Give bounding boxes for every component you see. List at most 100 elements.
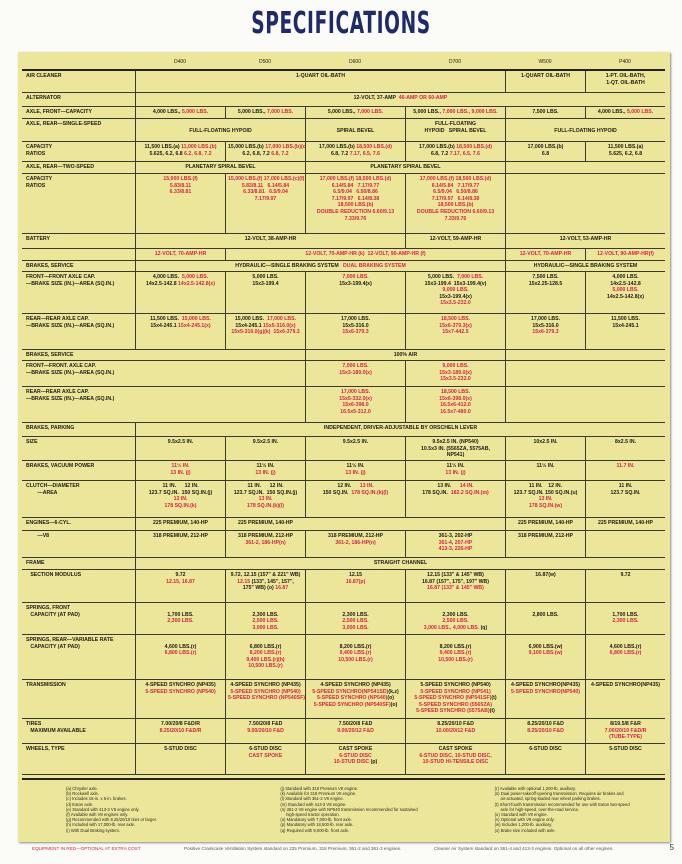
standard-value: 150 SQ.IN. — [322, 489, 352, 496]
optional-value: 13 IN. (j) — [445, 469, 466, 476]
spec-cell: 4,600 LBS.(r) 6,800 LBS.(r) — [585, 635, 665, 679]
spec-cell — [585, 531, 665, 557]
row-label: TRANSMISSION — [22, 680, 135, 718]
standard-value: 7.50/20/8 F&D — [248, 721, 283, 727]
spec-line: 11,500 LBS.(a) — [588, 144, 663, 151]
spec-line: 1-QUART OIL-BATH — [138, 73, 503, 80]
standard-value: 9.5x2.5 IN. — [252, 439, 279, 445]
optional-value: 5-SPEED SYNCHRO (5575AB) — [416, 708, 490, 715]
spec-line — [588, 533, 663, 540]
spec-line: 7.33/9.76 — [408, 216, 503, 223]
spec-line: 10-STUD HI-TENSILE DISC — [408, 759, 503, 766]
standard-value: 17,000 LBS.(b) — [527, 144, 564, 150]
standard-value: 14x2.5-142.8 — [146, 280, 179, 287]
spec-line: 15x3.5-232.0 — [408, 376, 503, 383]
row-label-line: SECTION MODULUS — [26, 572, 82, 578]
optional-value: 17,000 LBS. — [340, 389, 371, 395]
spec-line: 2,500 LBS. — [228, 618, 303, 625]
spec-cell: 6,800 LBS.(r) 8,200 LBS.(r) 9,400 LBS.(r)(… — [225, 635, 305, 679]
spec-line: 13 IN. (j) — [308, 470, 403, 477]
spec-row: TIRES MAXIMUM AVAILABLE 7.00/20/8 F&D/R 8.… — [22, 719, 665, 744]
optional-value: 7,000 LBS. — [356, 109, 384, 115]
footnote: air-actuated, spring-loaded rear wheel p… — [494, 796, 601, 802]
optional-value: 7.17/9.97 6.14/8.38 — [331, 195, 380, 202]
footnote: (o) Mandatory with 7,000-lb. front axle. — [280, 817, 353, 823]
optional-value: 6.5/9.04 6.50/8.86 — [433, 189, 478, 196]
standard-value: 1,700 LBS. — [612, 611, 639, 618]
optional-value: 7.33/9.76 — [344, 215, 367, 222]
spec-line: 18,500 LBS.(b) — [408, 202, 503, 209]
standard-value: 15x2.25-128.5 — [528, 280, 563, 287]
spec-table: D400 D500 D600 D700 W500 P400 AIR CLEANER 1-QUA… — [22, 55, 665, 775]
standard-value — [355, 605, 356, 611]
spec-line: 10.00/20/12 F&D — [408, 728, 503, 735]
spec-line: 10-STUD DISC (p) — [308, 759, 403, 766]
spec-row: AXLE, REAR—TWO-SPEED PLANETARY SPIRAL BEV… — [22, 162, 665, 174]
spec-line: 12-VOLT, 70-AMP-HR — [138, 251, 223, 258]
spec-line: CAST SPOKE — [408, 746, 503, 753]
footnote: (a) Chrysler axle. — [66, 786, 98, 791]
spec-line: CAST SPOKE — [308, 746, 403, 753]
standard-value: 10x2.5 IN. — [533, 439, 558, 445]
spec-cell: 4,000 LBS. 14x2.5-142.8 5,000 LBS. 14x2.5-1… — [585, 272, 665, 313]
spec-cell: 4-SPEED SYNCHRO(NP435) 5-SPEED SYNCHRO(NP… — [505, 680, 585, 718]
spec-line: 8,200 LBS.(r) — [228, 650, 303, 657]
standard-value: 11,500 LBS. — [150, 316, 182, 322]
row-label-line: BRAKES, VACUUM POWER — [26, 463, 95, 469]
standard-value: STRAIGHT CHANNEL — [373, 560, 428, 566]
spec-row: BRAKES, PARKING INDEPENDENT, DRIVER-ADJUS… — [22, 423, 665, 437]
spec-row: 12-VOLT, 70-AMP-HR 12-VOLT, 70-AMP-HR (k)… — [22, 249, 665, 261]
spec-line: FULL-FLOATING HYPOID — [138, 128, 303, 135]
spec-cell: 17,000 LBS. 15x5-316.0 15x6-379.3 — [505, 314, 585, 349]
spec-line: 2,300 LBS. — [308, 612, 403, 619]
spec-cell: 17,000 LBS. 15x5-332.0(x) 15x6-398.0 16.5x5… — [305, 387, 405, 422]
optional-value: 15x6-398.0(x) — [439, 395, 472, 402]
spec-line: 5-SPEED SYNCHRO (NP541) — [408, 689, 503, 696]
optional-value: 14x2.5-142.8(x) — [178, 280, 215, 287]
row-label-line: ENGINES—6-CYL. — [26, 520, 71, 526]
spec-line: 6.2, 6.8, 7.2 6.8, 7.2 — [228, 151, 303, 158]
spec-cell: SPIRAL BEVEL — [305, 119, 405, 141]
standard-value: 6-STUD DISC — [529, 746, 562, 752]
spec-line: 15x5-316.0 — [508, 323, 583, 330]
optional-value: 5-SPEED SYNCHRO (NP540) — [317, 695, 388, 702]
spec-line: 15x3-199.4 15x3-199.4(v) — [408, 281, 503, 288]
spec-line: 178 SQ.IN.(w) — [508, 503, 583, 510]
standard-value: (o) — [390, 701, 398, 708]
footnote: (g) Recommended with 8.25/20/10 tires or… — [66, 817, 158, 823]
spec-line: 18,500 LBS. — [408, 389, 503, 396]
spec-line: 6-STUD DISC — [308, 753, 403, 760]
spec-cell: 361-3, 202-HP 361-4, 207-HP 413-3, 226-HP — [405, 531, 505, 557]
standard-value: 12.15 — [349, 572, 362, 578]
spec-line: 4,600 LBS.(r) — [588, 644, 663, 651]
standard-value: 17,000 LBS. — [340, 316, 371, 322]
spec-line: 18,500 LBS. — [408, 316, 503, 323]
spec-line: 6.33/8.81 — [138, 189, 223, 196]
spec-cell: 8,200 LBS.(r) 9,400 LBS.(r) 10,500 LBS.(r) — [405, 635, 505, 679]
standard-value: 15,000 LBS. — [234, 316, 267, 322]
standard-value: 4-SPEED SYNCHRO (NP435) — [145, 682, 216, 688]
standard-value: HYDRAULIC—SINGLE BRAKING SYSTEM — [235, 263, 344, 269]
standard-value: 8.25/20/10 F&D — [527, 721, 564, 727]
optional-value: 7,000 LBS. — [342, 363, 369, 369]
standard-value: 6,800 LBS.(r) — [249, 643, 282, 650]
spec-line: 6-STUD DISC — [228, 746, 303, 753]
optional-value: 7,000 LBS., 9,000 LBS. — [442, 109, 498, 115]
optional-value: 7,000 LBS. — [342, 274, 369, 280]
row-label-line: FRONT—FRONT AXLE CAP. — [26, 274, 96, 280]
spec-cell: 8x2.5 IN. — [585, 437, 665, 460]
standard-value — [220, 121, 221, 127]
spec-line: 150 SQ.IN. 178 SQ.IN.(k)(l) — [308, 490, 403, 497]
standard-value: 318 PREMIUM, 212-HP — [237, 533, 294, 539]
optional-value: 15x6-379.3 — [532, 329, 559, 336]
spec-line: 13 IN. — [138, 496, 223, 503]
standard-value: 2,300 LBS. — [252, 611, 279, 618]
standard-value: (t) — [491, 695, 497, 702]
optional-value: 11,000 LBS.(b) — [181, 144, 217, 150]
spec-cell: 5,000 LBS. 15x3-199.4 — [225, 272, 305, 313]
spec-cell: 11,500 LBS.(a) 11,000 LBS.(b) 5.625, 6.2,… — [135, 142, 225, 161]
spec-line: 7.00/20/8 F&D/R — [138, 721, 223, 728]
spec-line: 123.7 SQ.IN. — [588, 490, 663, 497]
optional-value: 16.87 (133" & 145" WB) — [427, 585, 484, 592]
spec-cell: 11.7 IN. — [585, 461, 665, 480]
